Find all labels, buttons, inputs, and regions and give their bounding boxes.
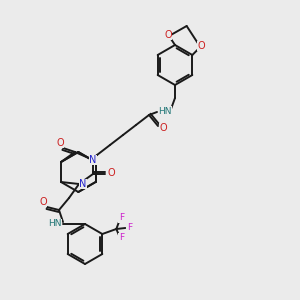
Text: O: O: [164, 30, 172, 40]
Text: N: N: [79, 179, 87, 189]
Text: F: F: [119, 233, 124, 242]
Text: O: O: [197, 41, 205, 51]
Text: HN: HN: [158, 106, 172, 116]
Text: F: F: [127, 224, 132, 232]
Text: O: O: [107, 168, 115, 178]
Text: O: O: [159, 123, 167, 133]
Text: HN: HN: [48, 220, 62, 229]
Text: F: F: [119, 214, 124, 223]
Text: N: N: [89, 155, 97, 165]
Text: O: O: [56, 138, 64, 148]
Text: O: O: [39, 197, 47, 207]
